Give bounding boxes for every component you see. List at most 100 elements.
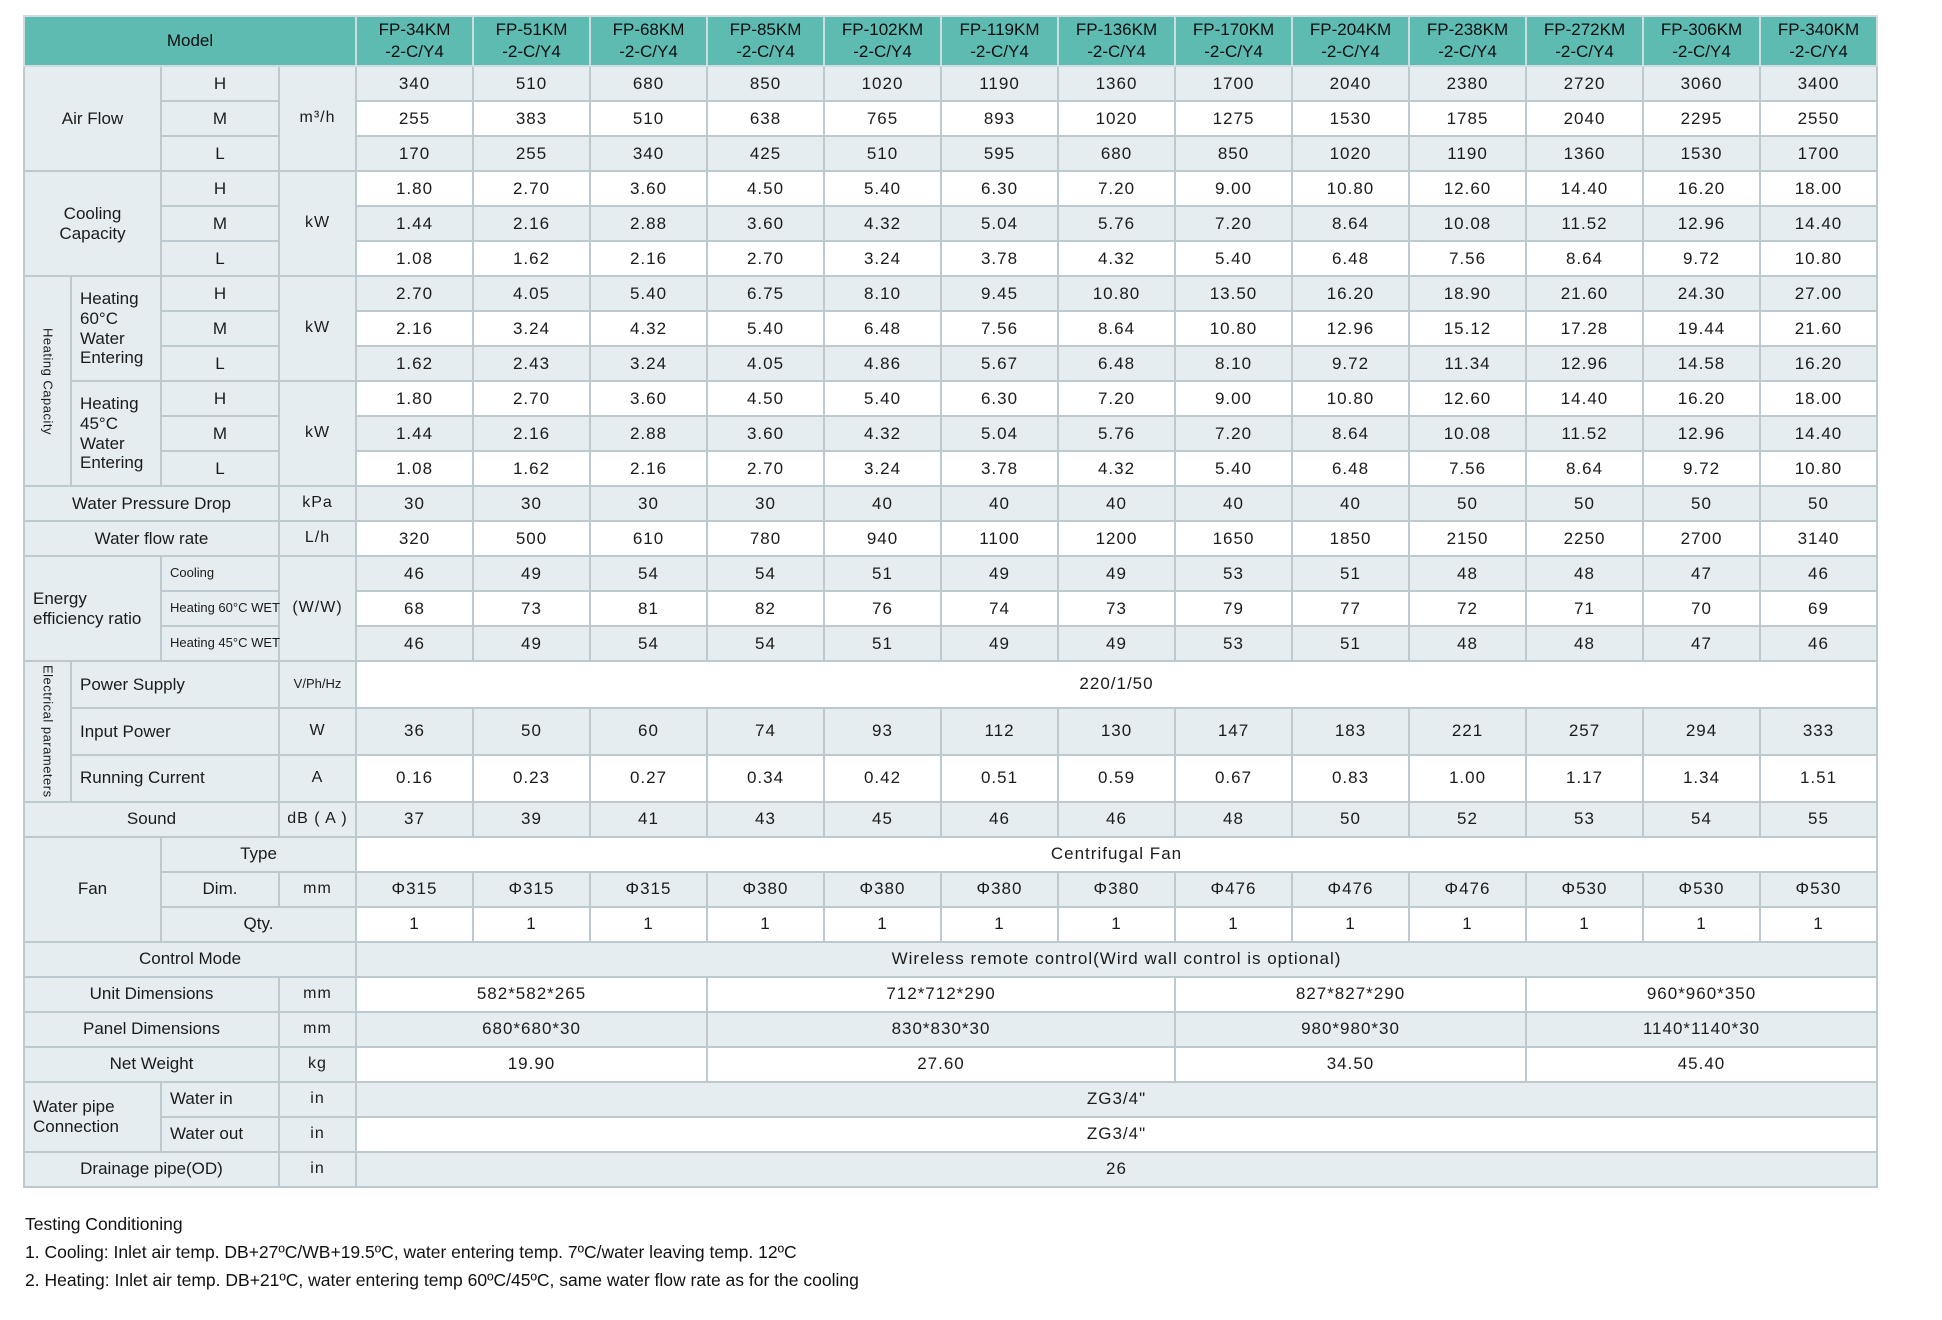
level-cell: L <box>160 135 280 172</box>
value-cell: 10.80 <box>1057 275 1176 312</box>
value-cell: 940 <box>823 520 942 557</box>
unit-cell: kW <box>278 170 357 277</box>
value-cell: 6.48 <box>823 310 942 347</box>
value-cell: 500 <box>472 520 591 557</box>
value-cell: 40 <box>1057 485 1176 522</box>
notes-line-2: 2. Heating: Inlet air temp. DB+21ºC, wat… <box>25 1270 859 1291</box>
value-cell: 1360 <box>1525 135 1644 172</box>
drainage-value: 26 <box>355 1150 1878 1188</box>
value-cell: 14.40 <box>1759 205 1878 242</box>
value-cell: 37 <box>355 800 474 838</box>
model-header-cell: FP-68KM -2-C/Y4 <box>589 15 708 67</box>
unit-cell: mm <box>278 975 357 1013</box>
row-drainage: Drainage pipe(OD) in 26 <box>23 1150 1878 1188</box>
value-cell: 0.42 <box>823 753 942 803</box>
value-cell: 1530 <box>1291 100 1410 137</box>
value-cell: 9.72 <box>1642 240 1761 277</box>
value-cell: 1.17 <box>1525 753 1644 803</box>
value-cell: 43 <box>706 800 825 838</box>
value-cell: 1140*1140*30 <box>1525 1010 1878 1048</box>
value-cell: 6.30 <box>940 170 1059 207</box>
heating60-label: Heating 60°C Water Entering <box>70 275 162 382</box>
value-cell: 850 <box>706 65 825 102</box>
value-cell: 2.88 <box>589 415 708 452</box>
value-cell: 4.32 <box>823 205 942 242</box>
value-cell: 3.78 <box>940 240 1059 277</box>
drainage-label: Drainage pipe(OD) <box>23 1150 280 1188</box>
value-cell: 46 <box>355 625 474 662</box>
value-cell: 1 <box>940 905 1059 943</box>
value-cell: 257 <box>1525 706 1644 756</box>
row-fan-dim: Dim. mm Φ315 Φ315 Φ315 Φ380 Φ380 Φ380 Φ380 Φ476… <box>24 870 1878 908</box>
value-cell: 55 <box>1759 800 1878 838</box>
value-cell: 2.16 <box>355 310 474 347</box>
value-cell: 12.96 <box>1642 205 1761 242</box>
value-cell: 48 <box>1174 800 1293 838</box>
row-control-mode: Control Mode Wireless remote control(Wir… <box>23 940 1878 978</box>
model-header-cell: FP-136KM -2-C/Y4 <box>1057 15 1176 67</box>
value-cell: 16.20 <box>1642 380 1761 417</box>
value-cell: 11.52 <box>1525 205 1644 242</box>
value-cell: Φ380 <box>706 870 825 908</box>
panel-dimensions-label: Panel Dimensions <box>23 1010 280 1048</box>
power-supply-value: 220/1/50 <box>355 660 1878 709</box>
level-cell: H <box>160 65 280 102</box>
row-fan-type: Fan Type Centrifugal Fan <box>23 835 1878 943</box>
input-power-label: Input Power <box>70 706 280 756</box>
value-cell: 5.40 <box>823 380 942 417</box>
value-cell: 27.00 <box>1759 275 1878 312</box>
notes-line-1: 1. Cooling: Inlet air temp. DB+27ºC/WB+1… <box>25 1241 797 1262</box>
value-cell: 49 <box>1057 555 1176 592</box>
value-cell: 5.40 <box>1174 240 1293 277</box>
value-cell: 8.64 <box>1291 415 1410 452</box>
value-cell: 1 <box>1291 905 1410 943</box>
value-cell: 1 <box>1174 905 1293 943</box>
value-cell: 49 <box>1057 625 1176 662</box>
value-cell: 81 <box>589 590 708 627</box>
value-cell: 4.05 <box>706 345 825 382</box>
row-heating60-h: Heating Capacity Heating 60°C Water Ente… <box>23 275 1878 487</box>
row-heating45-l: L 1.08 1.62 2.16 2.70 3.24 3.78 4.32 5.40 6.48 7.… <box>24 450 1878 487</box>
row-water-out: Water out in ZG3/4" <box>24 1115 1878 1153</box>
value-cell: 10.80 <box>1759 240 1878 277</box>
value-cell: 7.56 <box>1408 450 1527 487</box>
row-running-current: Running Current A 0.16 0.23 0.27 0.34 0.42 0.… <box>24 753 1878 803</box>
value-cell: 16.20 <box>1759 345 1878 382</box>
value-cell: 147 <box>1174 706 1293 756</box>
value-cell: 425 <box>706 135 825 172</box>
value-cell: 69 <box>1759 590 1878 627</box>
value-cell: 3.24 <box>589 345 708 382</box>
value-cell: 1.62 <box>472 450 591 487</box>
value-cell: 1 <box>589 905 708 943</box>
row-cooling-l: L 1.08 1.62 2.16 2.70 3.24 3.78 4.32 5.40 6.48 7.… <box>24 240 1878 277</box>
value-cell: 27.60 <box>706 1045 1176 1083</box>
value-cell: 3.24 <box>472 310 591 347</box>
value-cell: 1.62 <box>355 345 474 382</box>
air-flow-label: Air Flow <box>23 65 162 172</box>
unit-cell: W <box>278 706 357 756</box>
value-cell: 2250 <box>1525 520 1644 557</box>
value-cell: 3.60 <box>706 415 825 452</box>
value-cell: 1 <box>823 905 942 943</box>
fan-label: Fan <box>23 835 162 943</box>
row-air-flow-l: L 170 255 340 425 510 595 680 850 1020 1190 1360 15… <box>24 135 1878 172</box>
value-cell: 30 <box>589 485 708 522</box>
value-cell: 24.30 <box>1642 275 1761 312</box>
value-cell: 383 <box>472 100 591 137</box>
value-cell: Φ380 <box>823 870 942 908</box>
level-cell: L <box>160 345 280 382</box>
value-cell: 8.64 <box>1057 310 1176 347</box>
value-cell: 4.50 <box>706 170 825 207</box>
value-cell: 13.50 <box>1174 275 1293 312</box>
unit-cell: V/Ph/Hz <box>278 660 357 709</box>
value-cell: 3.60 <box>589 170 708 207</box>
unit-cell: (W/W) <box>278 555 357 662</box>
value-cell: 1100 <box>940 520 1059 557</box>
value-cell: 712*712*290 <box>706 975 1176 1013</box>
value-cell: 5.40 <box>823 170 942 207</box>
level-cell: H <box>160 170 280 207</box>
value-cell: 1700 <box>1759 135 1878 172</box>
value-cell: 11.34 <box>1408 345 1527 382</box>
value-cell: 51 <box>1291 555 1410 592</box>
row-heating45-h: Heating 45°C Water Entering H kW 1.80 2.7… <box>24 380 1878 487</box>
